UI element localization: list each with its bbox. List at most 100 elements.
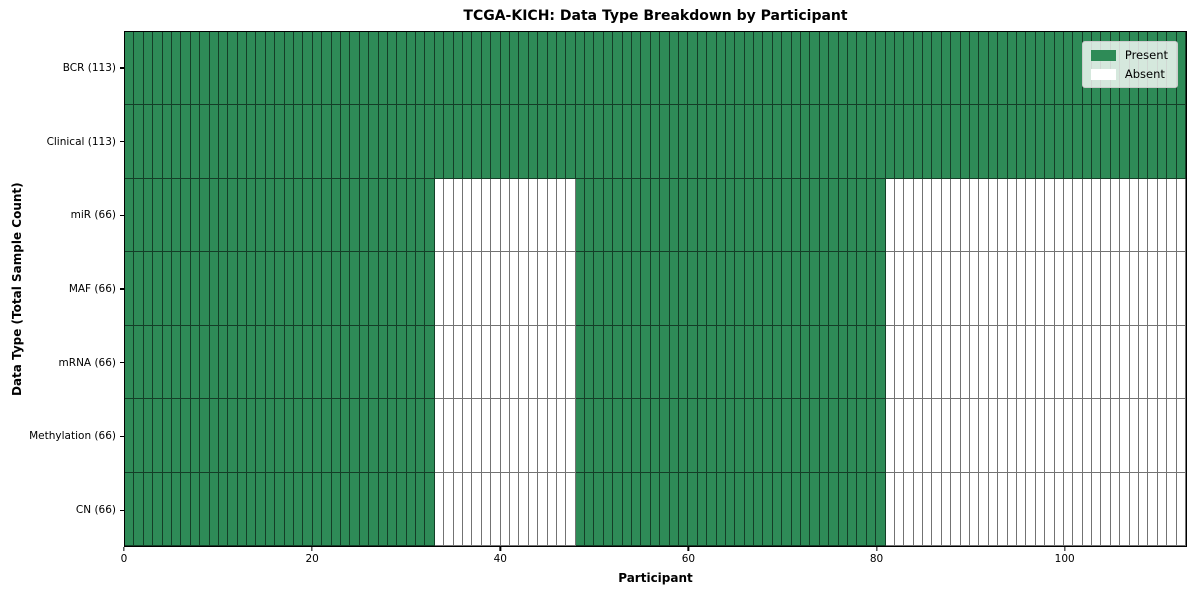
heatmap-cell [1063, 325, 1074, 400]
heatmap-cell [819, 105, 830, 179]
heatmap-cell [585, 32, 595, 106]
heatmap-cell [1101, 472, 1111, 546]
heatmap-cell [772, 325, 783, 400]
heatmap-cell [1035, 399, 1046, 473]
heatmap-cell [894, 399, 905, 473]
heatmap-cell [397, 178, 407, 253]
heatmap-cell [556, 32, 567, 106]
y-tick-mark [120, 67, 124, 69]
heatmap-cell [425, 178, 435, 253]
heatmap-cell [923, 105, 933, 179]
heatmap-cell [162, 32, 172, 106]
y-tick-mark [120, 214, 124, 216]
heatmap-cell [1167, 325, 1177, 400]
heatmap-cell [434, 472, 445, 546]
heatmap-cell [838, 178, 848, 253]
heatmap-cell [125, 32, 135, 106]
heatmap-cell [453, 105, 464, 179]
heatmap-cell [528, 32, 539, 106]
heatmap-cell [1035, 178, 1046, 253]
heatmap-cell [1157, 399, 1168, 473]
heatmap-cell [744, 472, 755, 546]
heatmap-cell [1139, 178, 1149, 253]
heatmap-cell [1016, 32, 1027, 106]
heatmap-cell [416, 32, 426, 106]
heatmap-cell [247, 325, 257, 400]
x-tick-label: 0 [120, 553, 128, 565]
y-tick: mRNA (66) [0, 326, 124, 400]
heatmap-cell [678, 325, 689, 400]
heatmap-cell [857, 325, 867, 400]
heatmap-cell [472, 252, 482, 326]
heatmap-cell [134, 252, 144, 326]
heatmap-cell [369, 178, 379, 253]
heatmap-cell [632, 399, 642, 473]
heatmap-cell [725, 472, 736, 546]
heatmap-cell [754, 32, 764, 106]
y-tick-mark [120, 288, 124, 290]
heatmap-cell [528, 252, 539, 326]
heatmap-cell [894, 472, 905, 546]
heatmap-cell [847, 105, 858, 179]
heatmap-cell [1167, 472, 1177, 546]
heatmap-cell [237, 472, 248, 546]
heatmap-cell [1073, 178, 1083, 253]
heatmap-cell [237, 32, 248, 106]
heatmap-cell [181, 32, 191, 106]
heatmap-cell [312, 325, 323, 400]
heatmap-cell [632, 472, 642, 546]
heatmap-cell [801, 325, 811, 400]
heatmap-cell [988, 178, 999, 253]
heatmap-cell [1054, 472, 1064, 546]
heatmap-cell [669, 105, 679, 179]
heatmap-cell [613, 32, 623, 106]
heatmap-cell [660, 399, 670, 473]
heatmap-cell [340, 325, 351, 400]
heatmap-cell [782, 472, 792, 546]
heatmap-cell [1148, 472, 1158, 546]
heatmap-cell [847, 178, 858, 253]
heatmap-cell [1110, 325, 1121, 400]
heatmap-cell [247, 32, 257, 106]
heatmap-cell [500, 472, 510, 546]
heatmap-cell [340, 472, 351, 546]
heatmap-cell [294, 252, 304, 326]
x-tick-mark [311, 547, 313, 551]
heatmap-cell [171, 32, 182, 106]
heatmap-cell [275, 105, 285, 179]
heatmap-cell [744, 399, 755, 473]
y-tick-mark [120, 509, 124, 511]
heatmap-cell [1101, 325, 1111, 400]
heatmap-cell [256, 399, 266, 473]
heatmap-cell [791, 105, 802, 179]
heatmap-cell [857, 105, 867, 179]
y-tick: Methylation (66) [0, 400, 124, 474]
heatmap-cell [678, 472, 689, 546]
heatmap-cell [866, 105, 877, 179]
heatmap-cell [1092, 105, 1102, 179]
heatmap-cell [772, 399, 783, 473]
heatmap-cell [1110, 252, 1121, 326]
heatmap-cell [998, 105, 1008, 179]
heatmap-cell [350, 472, 360, 546]
heatmap-cell [866, 399, 877, 473]
heatmap-cell [998, 32, 1008, 106]
heatmap-cell [218, 399, 229, 473]
heatmap-cell [190, 105, 201, 179]
heatmap-cell [406, 399, 417, 473]
heatmap-cell [359, 252, 370, 326]
y-tick-mark [120, 140, 124, 143]
heatmap-cell [716, 105, 726, 179]
heatmap-cell [153, 399, 163, 473]
heatmap-cell [556, 178, 567, 253]
heatmap-cell [1139, 105, 1149, 179]
heatmap-cell [641, 32, 651, 106]
heatmap-cell [463, 399, 473, 473]
heatmap-cell [772, 252, 783, 326]
heatmap-cell [960, 325, 971, 400]
heatmap-cell [1054, 105, 1064, 179]
heatmap-cell [387, 472, 398, 546]
heatmap-cell [669, 252, 679, 326]
heatmap-cell [406, 252, 417, 326]
heatmap-cell [153, 252, 163, 326]
